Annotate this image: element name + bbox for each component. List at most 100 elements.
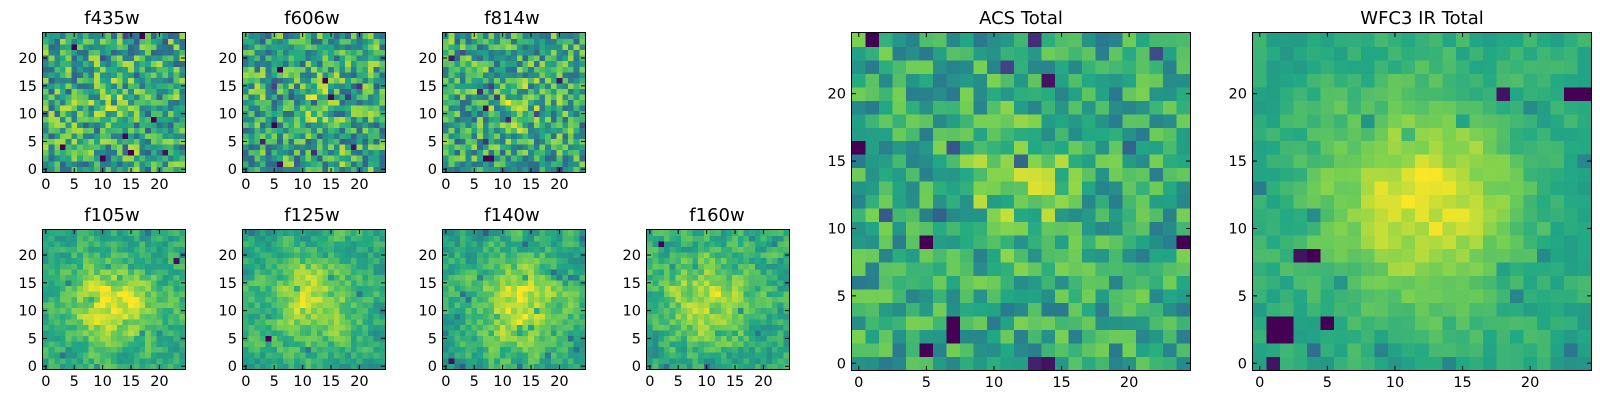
heatmap-cell (1000, 194, 1015, 209)
heatmap-cell (60, 324, 67, 331)
heatmap-cell (111, 257, 118, 264)
heatmap-cell (454, 60, 461, 67)
heatmap-cell (522, 38, 529, 45)
heatmap-cell (573, 144, 580, 151)
heatmap-cell (162, 241, 169, 248)
heatmap-cell (167, 83, 175, 89)
heatmap-cell (94, 49, 101, 56)
heatmap-cell (545, 252, 552, 259)
heatmap-cell (173, 280, 180, 286)
heatmap-cell (516, 138, 523, 145)
heatmap-cell (715, 335, 722, 342)
heatmap-cell (328, 105, 335, 112)
heatmap-cell (1054, 302, 1069, 317)
heatmap-cell (715, 257, 722, 264)
heatmap-cell (1068, 316, 1083, 330)
heatmap-cell (1068, 302, 1083, 317)
heatmap-cell (709, 263, 716, 270)
heatmap-cell (852, 208, 866, 223)
heatmap-cell (243, 38, 250, 45)
heatmap-cell (454, 44, 461, 51)
heatmap-cell (448, 94, 455, 101)
heatmap-cell (443, 133, 450, 140)
heatmap-cell (511, 285, 518, 292)
heatmap-cell (477, 94, 484, 101)
heatmap-cell (339, 94, 346, 101)
heatmap-cell (60, 291, 67, 298)
heatmap-cell (760, 252, 767, 259)
heatmap-cell (703, 252, 710, 259)
heatmap-cell (443, 285, 450, 292)
heatmap-cell (771, 296, 779, 303)
heatmap-cell (906, 289, 920, 303)
heatmap-cell (760, 324, 767, 331)
heatmap-cell (906, 275, 920, 290)
heatmap-cell (686, 274, 693, 281)
heatmap-cell (48, 121, 55, 128)
heatmap-cell (116, 55, 123, 62)
heatmap-cell (167, 133, 175, 140)
heatmap-cell (1027, 289, 1042, 303)
heatmap-cell (277, 49, 284, 56)
heatmap-cell (294, 83, 301, 89)
heatmap-cell (316, 268, 323, 275)
heatmap-cell (173, 144, 180, 151)
heatmap-cell (156, 313, 163, 320)
heatmap-cell (771, 363, 779, 370)
heatmap-cell (539, 138, 546, 145)
heatmap-cell (311, 241, 318, 248)
heatmap-cell (777, 274, 784, 281)
y-tick-label: 0 (632, 359, 641, 375)
heatmap-cell (720, 241, 727, 248)
heatmap-cell (167, 155, 175, 162)
heatmap-cell (322, 127, 329, 134)
heatmap-cell (362, 44, 369, 51)
heatmap-cell (533, 121, 540, 128)
heatmap-cell (60, 313, 67, 320)
heatmap-cell (299, 324, 306, 331)
heatmap-cell (282, 285, 289, 292)
heatmap-cell (288, 166, 295, 173)
heatmap-cell (443, 257, 450, 264)
heatmap-cell (579, 127, 586, 134)
heatmap-cell (494, 296, 501, 303)
heatmap-cell (573, 268, 580, 275)
heatmap-cell (150, 346, 157, 353)
heatmap-cell (145, 346, 152, 353)
heatmap-cell (1027, 343, 1042, 357)
heatmap-cell (65, 121, 72, 128)
heatmap-cell (562, 155, 569, 162)
heatmap-cell (265, 49, 272, 56)
heatmap-cell (771, 346, 779, 353)
heatmap-cell (48, 291, 55, 298)
heatmap-cell (505, 307, 512, 314)
heatmap-cell (533, 66, 540, 73)
heatmap-cell (277, 149, 284, 156)
heatmap-cell (528, 268, 535, 275)
heatmap-cell (282, 83, 289, 89)
heatmap-cell (362, 60, 369, 67)
heatmap-cell (852, 262, 866, 277)
heatmap-cell (111, 83, 118, 89)
heatmap-cell (173, 246, 180, 253)
heatmap-cell (511, 330, 518, 337)
heatmap-cell (265, 83, 272, 89)
heatmap-cell (94, 66, 101, 73)
heatmap-cell (777, 257, 784, 264)
heatmap-cell (658, 346, 665, 353)
heatmap-cell (499, 263, 506, 270)
heatmap-cell (698, 357, 705, 364)
heatmap-cell (299, 296, 306, 303)
heatmap-cell (105, 110, 112, 117)
heatmap-cell (88, 307, 95, 314)
heatmap-cell (465, 77, 472, 84)
heatmap-cell (379, 116, 386, 123)
heatmap-cell (550, 77, 557, 84)
heatmap-cell (133, 318, 140, 325)
heatmap-cell (65, 230, 72, 236)
heatmap-cell (150, 38, 157, 45)
heatmap-cell (167, 324, 175, 331)
heatmap-cell (333, 44, 340, 51)
heatmap-cell (550, 363, 557, 370)
